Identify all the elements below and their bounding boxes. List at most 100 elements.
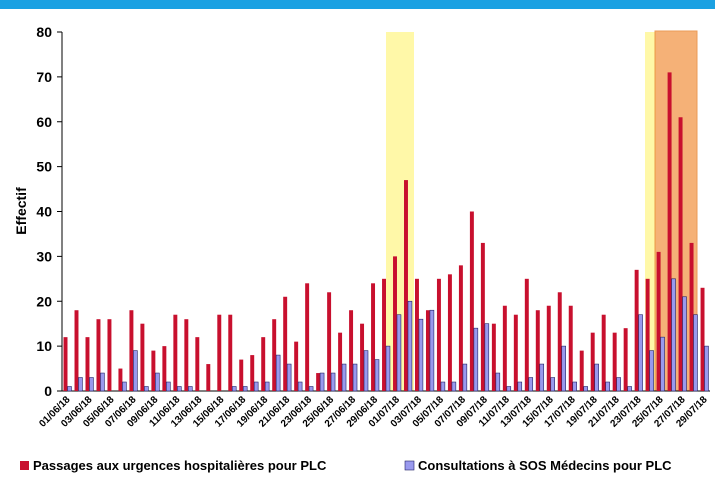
bar	[129, 310, 134, 391]
bar	[162, 346, 167, 391]
bar	[297, 381, 303, 392]
bar	[682, 296, 687, 392]
bar	[678, 117, 683, 391]
bar	[382, 278, 386, 391]
bar	[360, 323, 365, 391]
bar	[462, 363, 468, 392]
bar	[418, 318, 424, 392]
bar	[63, 337, 68, 391]
y-tick-label: 20	[36, 293, 52, 309]
bar	[305, 283, 310, 391]
bar	[231, 386, 237, 392]
bar	[349, 310, 354, 391]
bar	[261, 337, 266, 391]
bar	[74, 310, 79, 391]
bar	[144, 386, 149, 392]
bar	[513, 314, 518, 391]
bar	[649, 350, 654, 392]
y-axis-label: Effectif	[13, 187, 29, 235]
bar	[616, 377, 621, 392]
bar	[645, 278, 650, 391]
bar	[327, 292, 332, 391]
bar	[96, 319, 101, 391]
bar	[385, 345, 391, 392]
bar	[700, 287, 705, 391]
bar	[184, 319, 189, 391]
bar	[173, 314, 178, 391]
bar	[429, 309, 435, 392]
bar	[217, 314, 222, 391]
bar	[78, 377, 83, 392]
bar	[627, 386, 632, 392]
bar	[524, 278, 529, 391]
bar	[67, 386, 72, 392]
bar	[623, 328, 628, 391]
bar	[155, 372, 160, 392]
highlight-band	[645, 32, 656, 391]
bar	[561, 345, 566, 392]
bar	[660, 336, 665, 392]
bar	[436, 278, 441, 391]
bar	[85, 337, 90, 391]
bar	[352, 363, 358, 392]
bar	[363, 350, 369, 392]
bar	[286, 363, 292, 392]
y-tick-label: 40	[36, 204, 52, 220]
bar	[469, 211, 474, 391]
bar	[151, 350, 156, 391]
bar	[253, 381, 259, 392]
legend-label: Passages aux urgences hospitalières pour…	[33, 458, 327, 473]
bar	[374, 359, 380, 392]
bar	[283, 296, 288, 391]
bar	[341, 363, 347, 392]
bar	[656, 251, 661, 391]
bar	[206, 364, 211, 391]
bar	[407, 300, 413, 392]
bar	[107, 319, 112, 391]
bar	[447, 274, 452, 391]
legend-label: Consultations à SOS Médecins pour PLC	[418, 458, 672, 473]
bar	[517, 381, 523, 392]
bar	[338, 332, 343, 391]
bar	[319, 372, 325, 392]
bar	[612, 332, 617, 391]
bar	[396, 314, 402, 392]
bar	[122, 381, 127, 392]
y-tick-label: 60	[36, 114, 52, 130]
bar	[484, 323, 490, 392]
y-tick-label: 10	[36, 338, 52, 354]
bar	[404, 180, 408, 391]
bar	[140, 323, 145, 391]
bar	[228, 314, 233, 391]
bar	[480, 242, 485, 391]
bar	[594, 363, 599, 392]
bar	[242, 386, 248, 392]
y-tick-label: 50	[36, 159, 52, 175]
bar	[239, 359, 244, 391]
bar	[316, 373, 321, 391]
bar	[568, 305, 573, 391]
bar	[458, 265, 463, 391]
bar	[414, 278, 419, 391]
bar	[195, 337, 200, 391]
bar	[495, 372, 501, 392]
bar	[583, 386, 588, 392]
bar	[579, 350, 584, 391]
bar	[539, 363, 545, 392]
bar	[89, 377, 94, 392]
bar	[425, 310, 430, 391]
bar	[250, 355, 255, 391]
bar	[118, 368, 123, 391]
bar	[440, 381, 446, 392]
bar	[605, 381, 610, 392]
bar	[371, 283, 376, 391]
bar	[294, 341, 299, 391]
bar	[550, 377, 555, 392]
bar	[528, 377, 534, 392]
bar	[601, 314, 606, 391]
bar	[308, 386, 314, 392]
bar	[634, 269, 639, 391]
bar	[506, 386, 512, 392]
bar	[188, 386, 193, 392]
header-strip	[0, 0, 715, 9]
